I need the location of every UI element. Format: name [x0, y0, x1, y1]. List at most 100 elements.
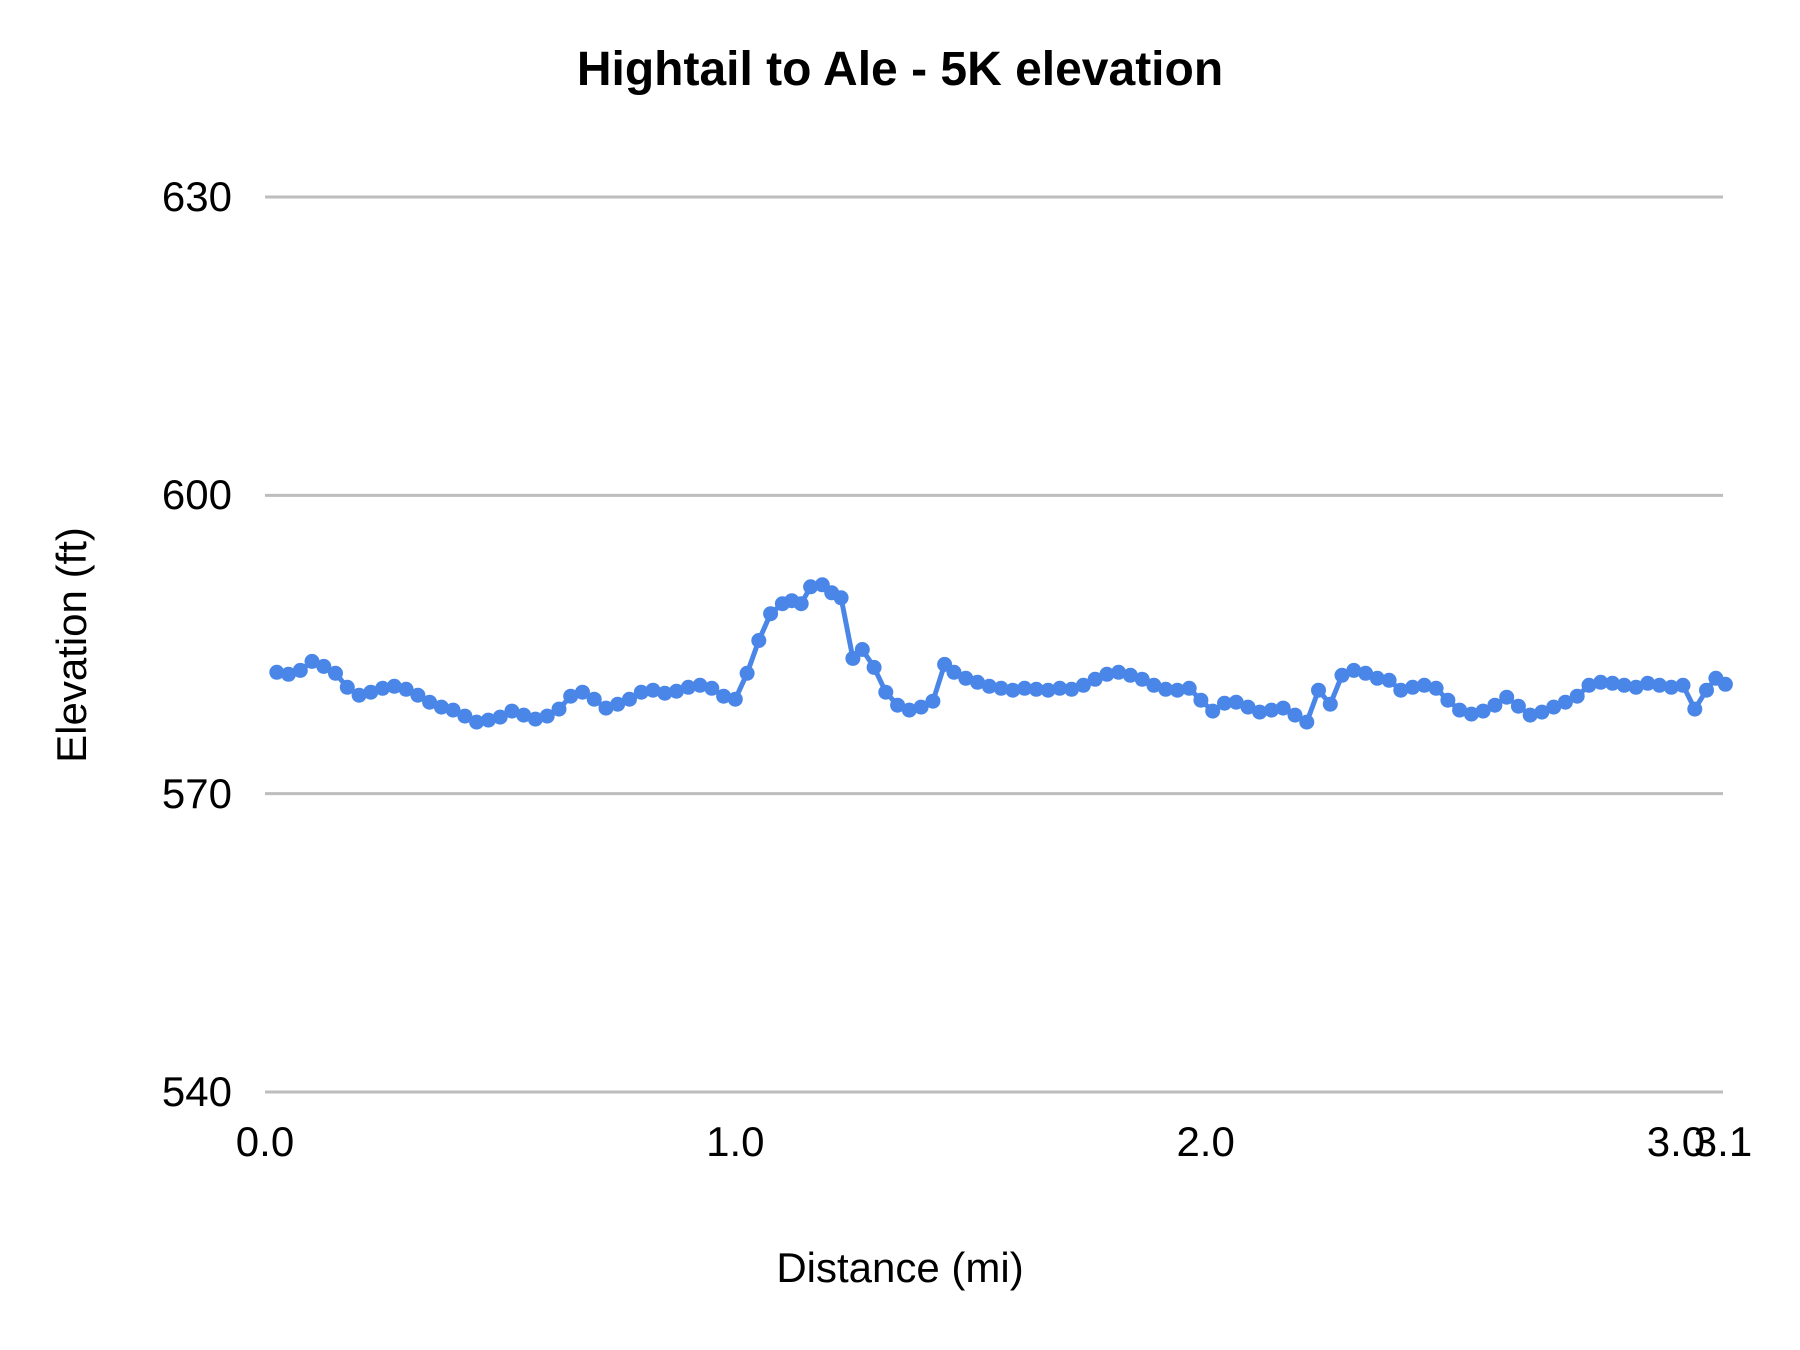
data-point-marker: [1134, 671, 1150, 687]
data-point-marker: [1475, 703, 1491, 719]
x-axis-title: Distance (mi): [776, 1244, 1024, 1291]
data-point-marker: [1499, 689, 1515, 705]
data-point-marker: [680, 679, 696, 695]
data-point-marker: [363, 684, 379, 700]
data-point-marker: [1040, 682, 1056, 698]
x-tick-label: 3.0: [1646, 1118, 1706, 1165]
data-point-marker: [981, 678, 997, 694]
y-tick-label: 630: [161, 173, 232, 220]
data-point-marker: [339, 679, 355, 695]
data-point-marker: [763, 606, 779, 622]
data-point-marker: [1169, 682, 1185, 698]
data-point-marker: [1240, 699, 1256, 715]
data-point-marker: [946, 664, 962, 680]
data-point-marker: [480, 712, 496, 728]
data-point-marker: [1193, 692, 1209, 708]
data-point-marker: [970, 674, 985, 690]
data-point-marker: [793, 596, 809, 612]
data-point-marker: [445, 702, 461, 718]
data-point-marker: [1640, 675, 1656, 691]
data-point-marker: [1264, 702, 1279, 718]
x-tick-label: 1.0: [706, 1118, 765, 1165]
data-point-marker: [1616, 677, 1632, 693]
data-point-marker: [304, 653, 320, 669]
data-point-marker: [598, 700, 614, 716]
data-point-marker: [1428, 680, 1444, 696]
data-point-marker: [1628, 679, 1644, 695]
data-point-marker: [833, 590, 849, 606]
data-point-marker: [1099, 666, 1115, 682]
data-point-marker: [410, 687, 426, 703]
data-point-marker: [878, 684, 894, 700]
data-point-marker: [1687, 701, 1703, 717]
data-point-marker: [1652, 677, 1667, 693]
data-point-marker: [1510, 698, 1526, 714]
data-point-marker: [469, 714, 485, 730]
data-point-marker: [1087, 671, 1103, 687]
data-point-marker: [958, 670, 974, 686]
data-point-marker: [751, 633, 767, 648]
y-tick-label: 600: [161, 471, 232, 519]
data-point-marker: [1005, 682, 1021, 698]
data-point-marker: [328, 665, 343, 681]
data-point-marker: [1252, 704, 1268, 720]
data-point-marker: [1699, 682, 1714, 698]
data-point-marker: [1717, 676, 1733, 692]
data-point-marker: [692, 677, 708, 693]
data-point-marker: [1075, 677, 1091, 693]
data-point-marker: [1299, 714, 1315, 730]
data-point-marker: [1017, 680, 1033, 696]
data-point-marker: [539, 708, 555, 724]
data-point-marker: [1369, 670, 1385, 686]
data-point-marker: [1052, 680, 1068, 696]
data-point-marker: [1463, 706, 1479, 722]
data-point-marker: [1311, 682, 1326, 698]
data-point-marker: [1346, 662, 1362, 678]
data-point-marker: [1028, 681, 1044, 697]
data-point-marker: [610, 696, 626, 712]
data-point-marker: [351, 687, 367, 703]
data-point-marker: [1287, 707, 1303, 723]
y-axis-title: Elevation (ft): [48, 527, 95, 763]
data-point-marker: [1334, 667, 1350, 683]
data-point-marker: [563, 688, 579, 704]
data-point-marker: [386, 678, 402, 694]
data-point-marker: [1275, 700, 1291, 716]
data-point-marker: [1593, 674, 1609, 690]
data-point-marker: [1452, 702, 1468, 718]
data-point-marker: [1605, 675, 1620, 691]
data-point-marker: [657, 685, 673, 701]
data-point-marker: [1522, 707, 1538, 723]
data-point-marker: [1675, 677, 1691, 693]
data-point-marker: [433, 699, 449, 715]
data-point-marker: [716, 688, 732, 704]
y-tick-label: 540: [161, 1068, 232, 1115]
data-point-marker: [1440, 692, 1456, 708]
data-point-marker: [1557, 694, 1573, 710]
data-point-marker: [516, 707, 532, 723]
data-point-marker: [527, 711, 543, 727]
data-point-marker: [504, 703, 520, 719]
data-point-marker: [1393, 682, 1409, 698]
data-point-marker: [1228, 694, 1244, 710]
data-point-marker: [1663, 679, 1679, 695]
data-point-marker: [1217, 695, 1232, 711]
data-point-marker: [398, 681, 414, 697]
data-point-marker: [645, 682, 661, 698]
data-point-marker: [727, 691, 743, 707]
data-point-marker: [1581, 677, 1597, 693]
data-point-marker: [633, 684, 649, 700]
data-point-marker: [281, 666, 296, 682]
x-tick-label: 0.0: [235, 1118, 295, 1165]
data-point-marker: [375, 680, 391, 696]
data-point-marker: [1181, 680, 1197, 696]
data-point-marker: [492, 709, 508, 725]
data-point-marker: [925, 693, 941, 709]
data-point-marker: [1322, 696, 1338, 712]
data-point-marker: [1569, 688, 1585, 704]
data-point-marker: [551, 701, 567, 717]
data-point-marker: [1111, 664, 1127, 680]
data-point-marker: [1064, 681, 1080, 697]
data-point-marker: [845, 650, 861, 666]
